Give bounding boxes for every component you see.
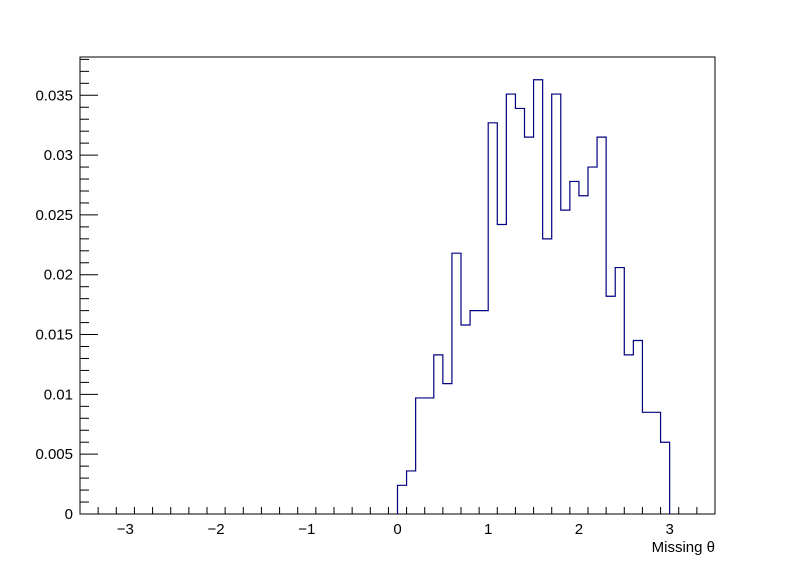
x-tick-label: 2 [575, 521, 583, 538]
x-tick-label: 0 [393, 521, 401, 538]
x-tick-label: −1 [298, 521, 315, 538]
plot-frame [79, 56, 716, 515]
x-tick-label: 1 [484, 521, 492, 538]
y-tick-label: 0.005 [35, 446, 73, 463]
x-axis-ticks: −3 −2 −1 0 1 2 3 [79, 507, 716, 538]
x-axis-title: Missing θ [652, 539, 715, 556]
y-tick-label: 0.03 [44, 147, 73, 164]
y-tick-label: 0.015 [35, 327, 73, 344]
y-tick-label: 0.02 [44, 267, 73, 284]
x-tick-label: 3 [665, 521, 673, 538]
x-tick-label: −2 [208, 521, 225, 538]
histogram-line [396, 79, 671, 514]
y-tick-label: 0.035 [35, 87, 73, 104]
y-tick-label: 0 [65, 506, 73, 523]
y-tick-label: 0.025 [35, 207, 73, 224]
x-tick-label: −3 [117, 521, 134, 538]
y-tick-label: 0.01 [44, 386, 73, 403]
y-axis-ticks: 0 0.005 0.01 0.015 0.02 0.025 0.03 0.035 [35, 58, 98, 523]
